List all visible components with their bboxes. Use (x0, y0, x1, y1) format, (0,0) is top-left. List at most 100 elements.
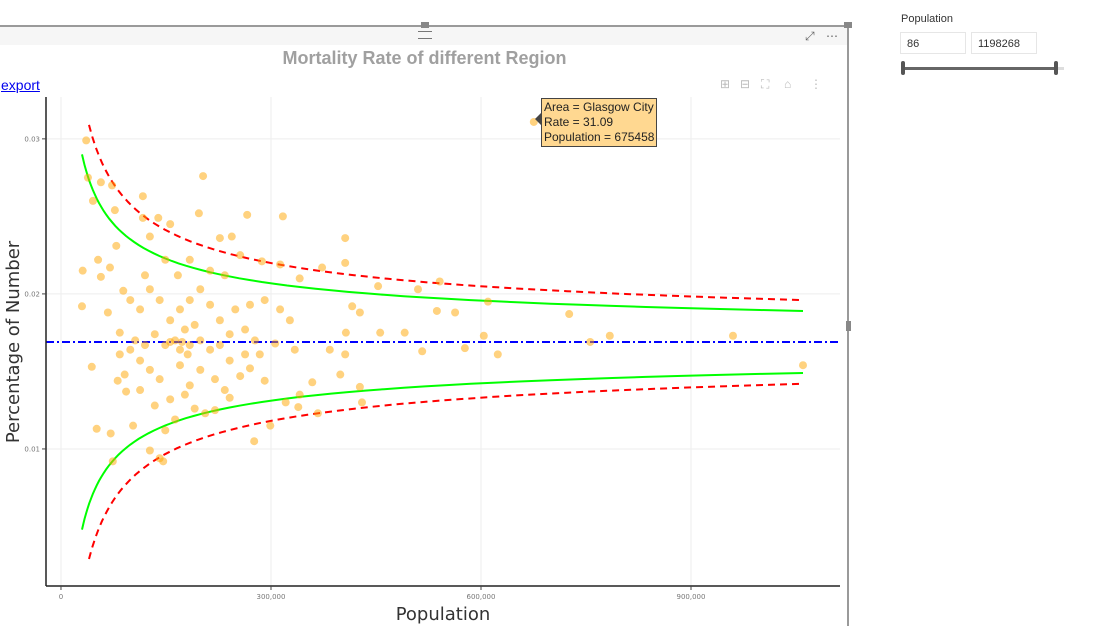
data-point[interactable] (145, 285, 154, 294)
slicer-min-handle[interactable] (901, 61, 905, 75)
data-point[interactable] (87, 362, 96, 371)
data-point[interactable] (196, 285, 205, 294)
data-point[interactable] (190, 320, 199, 329)
data-point[interactable] (565, 310, 574, 319)
data-point[interactable] (175, 361, 184, 370)
resize-handle-right[interactable] (846, 321, 851, 331)
data-point[interactable] (220, 271, 229, 280)
data-point[interactable] (138, 213, 147, 222)
data-point[interactable] (77, 302, 86, 311)
data-point[interactable] (313, 409, 322, 418)
data-point[interactable] (166, 220, 175, 229)
data-point[interactable] (161, 426, 170, 435)
data-point[interactable] (210, 375, 219, 384)
data-point[interactable] (290, 345, 299, 354)
data-point[interactable] (88, 196, 97, 205)
data-point[interactable] (175, 305, 184, 314)
data-point[interactable] (150, 330, 159, 339)
data-point[interactable] (126, 345, 135, 354)
data-point[interactable] (140, 271, 149, 280)
data-point[interactable] (325, 345, 334, 354)
data-point[interactable] (276, 260, 285, 269)
data-point[interactable] (586, 337, 595, 346)
data-point[interactable] (161, 255, 170, 264)
data-point[interactable] (145, 446, 154, 455)
zoom-in-icon[interactable]: ⊞ (720, 77, 731, 91)
data-point[interactable] (376, 328, 385, 337)
data-point[interactable] (250, 437, 259, 446)
data-point[interactable] (140, 341, 149, 350)
data-point[interactable] (225, 330, 234, 339)
data-point[interactable] (460, 344, 469, 353)
data-point[interactable] (260, 376, 269, 385)
data-point[interactable] (278, 212, 287, 221)
data-point[interactable] (276, 305, 285, 314)
focus-mode-icon[interactable]: ⤢ (805, 29, 815, 43)
data-point[interactable] (206, 266, 215, 275)
data-point[interactable] (341, 258, 350, 267)
data-point[interactable] (180, 390, 189, 399)
data-point[interactable] (605, 331, 614, 340)
data-point[interactable] (83, 173, 92, 182)
zoom-out-icon[interactable]: ⊟ (740, 77, 751, 91)
data-point[interactable] (255, 350, 264, 359)
data-point[interactable] (227, 232, 236, 241)
spike-lines-icon[interactable]: ⋮ (810, 77, 822, 91)
data-point[interactable] (281, 398, 290, 407)
home-icon[interactable]: ⌂ (784, 77, 792, 91)
data-point[interactable] (201, 409, 210, 418)
data-point[interactable] (336, 370, 345, 379)
data-point[interactable] (119, 286, 128, 295)
data-point[interactable] (243, 210, 252, 219)
data-point[interactable] (479, 331, 488, 340)
data-point[interactable] (728, 331, 737, 340)
data-point[interactable] (260, 296, 269, 305)
data-point[interactable] (122, 387, 131, 396)
resize-handle-top[interactable] (421, 22, 429, 28)
data-point[interactable] (215, 316, 224, 325)
data-point[interactable] (175, 345, 184, 354)
data-point[interactable] (215, 341, 224, 350)
data-point[interactable] (215, 234, 224, 243)
data-point[interactable] (225, 356, 234, 365)
data-point[interactable] (400, 328, 409, 337)
slicer-range-track[interactable] (903, 67, 1056, 70)
data-point[interactable] (110, 206, 119, 215)
data-point[interactable] (145, 365, 154, 374)
data-point[interactable] (190, 404, 199, 413)
export-link[interactable]: export (1, 77, 40, 93)
data-point[interactable] (82, 136, 91, 145)
data-point[interactable] (196, 336, 205, 345)
data-point[interactable] (166, 395, 175, 404)
data-point[interactable] (96, 178, 105, 187)
data-point[interactable] (145, 232, 154, 241)
slicer-max-handle[interactable] (1054, 61, 1058, 75)
data-point[interactable] (357, 398, 366, 407)
drag-handle-icon[interactable] (418, 31, 432, 39)
data-point[interactable] (103, 308, 112, 317)
data-point[interactable] (131, 336, 140, 345)
data-point[interactable] (126, 296, 135, 305)
data-point[interactable] (185, 381, 194, 390)
data-point[interactable] (432, 306, 441, 315)
data-point[interactable] (185, 255, 194, 264)
data-point[interactable] (180, 325, 189, 334)
slicer-min-input[interactable]: 86 (900, 32, 966, 54)
slicer-max-input[interactable]: 1198268 (971, 32, 1037, 54)
data-point[interactable] (171, 415, 180, 424)
data-point[interactable] (155, 296, 164, 305)
data-point[interactable] (92, 424, 101, 433)
data-point[interactable] (108, 181, 117, 190)
data-point[interactable] (355, 382, 364, 391)
data-point[interactable] (185, 296, 194, 305)
data-point[interactable] (241, 350, 250, 359)
data-point[interactable] (413, 285, 422, 294)
data-point[interactable] (241, 325, 250, 334)
data-point[interactable] (236, 372, 245, 381)
data-point[interactable] (798, 361, 807, 370)
data-point[interactable] (250, 336, 259, 345)
data-point[interactable] (435, 277, 444, 286)
data-point[interactable] (483, 297, 492, 306)
data-point[interactable] (115, 328, 124, 337)
data-point[interactable] (341, 328, 350, 337)
